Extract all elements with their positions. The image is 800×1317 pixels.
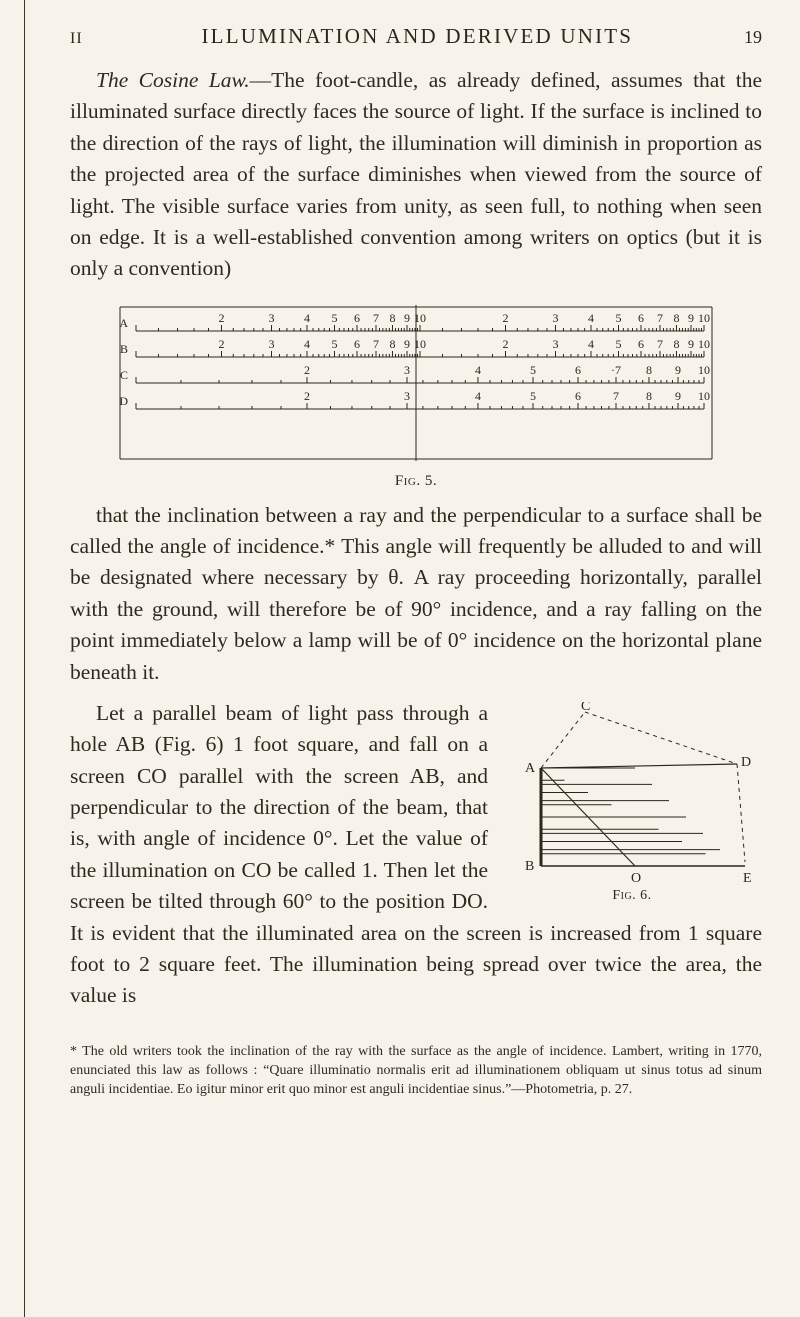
svg-text:C: C (581, 702, 590, 714)
svg-text:A: A (119, 316, 128, 330)
paragraph-1: The Cosine Law.—The foot-candle, as alre… (70, 65, 762, 285)
svg-text:2: 2 (304, 389, 310, 403)
svg-text:7: 7 (613, 389, 619, 403)
svg-text:4: 4 (304, 311, 310, 325)
figure-5: A23456789102345678910B234567891023456789… (70, 303, 762, 490)
svg-text:2: 2 (304, 363, 310, 377)
svg-text:2: 2 (502, 311, 508, 325)
svg-text:B: B (525, 859, 534, 874)
svg-text:4: 4 (588, 311, 594, 325)
svg-text:O: O (631, 871, 641, 882)
paragraph-2: that the inclination between a ray and t… (70, 500, 762, 688)
svg-text:5: 5 (332, 311, 338, 325)
chapter-marker: II (70, 30, 83, 48)
svg-text:6: 6 (575, 363, 581, 377)
svg-text:A: A (525, 761, 536, 776)
svg-text:4: 4 (475, 363, 481, 377)
figure-6-svg: A B C D O E (507, 702, 757, 882)
running-title: ILLUMINATION AND DERIVED UNITS (111, 24, 724, 49)
svg-text:8: 8 (389, 311, 395, 325)
svg-text:6: 6 (638, 337, 644, 351)
svg-text:8: 8 (389, 337, 395, 351)
svg-text:B: B (120, 342, 128, 356)
body-text: The Cosine Law.—The foot-candle, as alre… (70, 65, 762, 285)
body-text-3: ABCDOE Fig. 6. Let a parallel beam of li… (70, 698, 762, 1022)
svg-text:5: 5 (332, 337, 338, 351)
svg-text:6: 6 (575, 389, 581, 403)
svg-text:9: 9 (688, 337, 694, 351)
svg-text:2: 2 (502, 337, 508, 351)
svg-text:4: 4 (588, 337, 594, 351)
figure-6-caption: Fig. 6. (502, 886, 762, 906)
figure-6: A B C D O E Fig. 6. (502, 702, 762, 906)
svg-text:10: 10 (698, 389, 710, 403)
svg-text:3: 3 (404, 363, 410, 377)
svg-text:·7: ·7 (611, 363, 621, 377)
para1-lead: The Cosine Law. (96, 68, 250, 92)
svg-text:9: 9 (404, 337, 410, 351)
svg-text:C: C (120, 368, 128, 382)
svg-text:5: 5 (530, 389, 536, 403)
svg-text:4: 4 (475, 389, 481, 403)
svg-text:9: 9 (675, 363, 681, 377)
svg-text:8: 8 (673, 311, 679, 325)
footnote: * The old writers took the inclination o… (70, 1042, 762, 1100)
svg-text:9: 9 (688, 311, 694, 325)
svg-text:9: 9 (404, 311, 410, 325)
svg-text:2: 2 (218, 337, 224, 351)
svg-text:5: 5 (616, 337, 622, 351)
svg-text:7: 7 (657, 311, 663, 325)
svg-text:3: 3 (553, 311, 559, 325)
svg-text:8: 8 (646, 389, 652, 403)
svg-text:3: 3 (553, 337, 559, 351)
svg-text:D: D (741, 755, 751, 770)
svg-text:5: 5 (616, 311, 622, 325)
svg-text:9: 9 (675, 389, 681, 403)
svg-text:5: 5 (530, 363, 536, 377)
svg-text:7: 7 (373, 337, 379, 351)
svg-text:10: 10 (698, 363, 710, 377)
figure-5-svg: A23456789102345678910B234567891023456789… (116, 303, 716, 463)
svg-text:10: 10 (698, 337, 710, 351)
svg-text:3: 3 (269, 337, 275, 351)
svg-text:E: E (743, 871, 752, 882)
svg-text:7: 7 (373, 311, 379, 325)
svg-text:6: 6 (638, 311, 644, 325)
svg-text:7: 7 (657, 337, 663, 351)
svg-text:3: 3 (269, 311, 275, 325)
page-number: 19 (744, 27, 762, 48)
svg-text:8: 8 (646, 363, 652, 377)
running-head: II ILLUMINATION AND DERIVED UNITS 19 (70, 24, 762, 49)
svg-text:10: 10 (698, 311, 710, 325)
svg-text:8: 8 (673, 337, 679, 351)
para1-body: —The foot-candle, as already defined, as… (70, 68, 762, 280)
body-text-2: that the inclination between a ray and t… (70, 500, 762, 688)
svg-text:6: 6 (354, 311, 360, 325)
svg-text:2: 2 (218, 311, 224, 325)
svg-text:D: D (119, 394, 128, 408)
svg-text:3: 3 (404, 389, 410, 403)
svg-text:6: 6 (354, 337, 360, 351)
svg-text:4: 4 (304, 337, 310, 351)
figure-5-caption: Fig. 5. (70, 473, 762, 490)
